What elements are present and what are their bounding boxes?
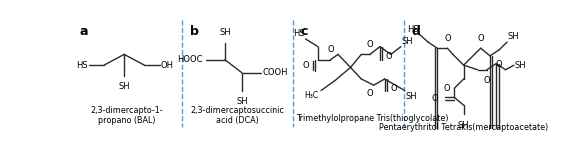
Text: O: O (443, 84, 450, 93)
Text: SH: SH (236, 97, 248, 106)
Text: SH: SH (515, 61, 526, 70)
Text: a: a (80, 25, 88, 38)
Text: SH: SH (118, 82, 130, 91)
Text: SH: SH (219, 28, 231, 37)
Text: O: O (386, 52, 392, 61)
Text: O: O (391, 84, 397, 93)
Text: HOOC: HOOC (177, 55, 202, 64)
Text: O: O (444, 34, 451, 43)
Text: HS: HS (293, 29, 305, 38)
Text: 2,3-dimercapto-1-
propano (BAL): 2,3-dimercapto-1- propano (BAL) (90, 106, 163, 125)
Text: SH: SH (406, 92, 417, 101)
Text: O: O (327, 45, 333, 54)
Text: O: O (478, 34, 484, 43)
Text: SH: SH (508, 32, 519, 41)
Text: HS: HS (76, 61, 88, 70)
Text: COOH: COOH (262, 68, 288, 77)
Text: Pentaerythritol Tetrakis(mercaptoacetate): Pentaerythritol Tetrakis(mercaptoacetate… (379, 123, 549, 132)
Text: SH: SH (458, 121, 470, 130)
Text: O: O (483, 76, 490, 85)
Text: O: O (367, 40, 373, 49)
Text: O: O (302, 61, 309, 70)
Text: HS: HS (407, 25, 419, 34)
Text: d: d (412, 25, 420, 38)
Text: b: b (190, 25, 199, 38)
Text: 2,3-dimercaptosuccinic
acid (DCA): 2,3-dimercaptosuccinic acid (DCA) (190, 106, 284, 125)
Text: O: O (431, 94, 438, 103)
Text: OH: OH (161, 61, 174, 70)
Text: c: c (301, 25, 308, 38)
Text: O: O (366, 89, 373, 98)
Text: H₃C: H₃C (305, 91, 319, 100)
Text: Trimethylolpropane Tris(thioglycolate): Trimethylolpropane Tris(thioglycolate) (296, 114, 448, 123)
Text: O: O (496, 60, 503, 69)
Text: SH: SH (402, 37, 414, 46)
